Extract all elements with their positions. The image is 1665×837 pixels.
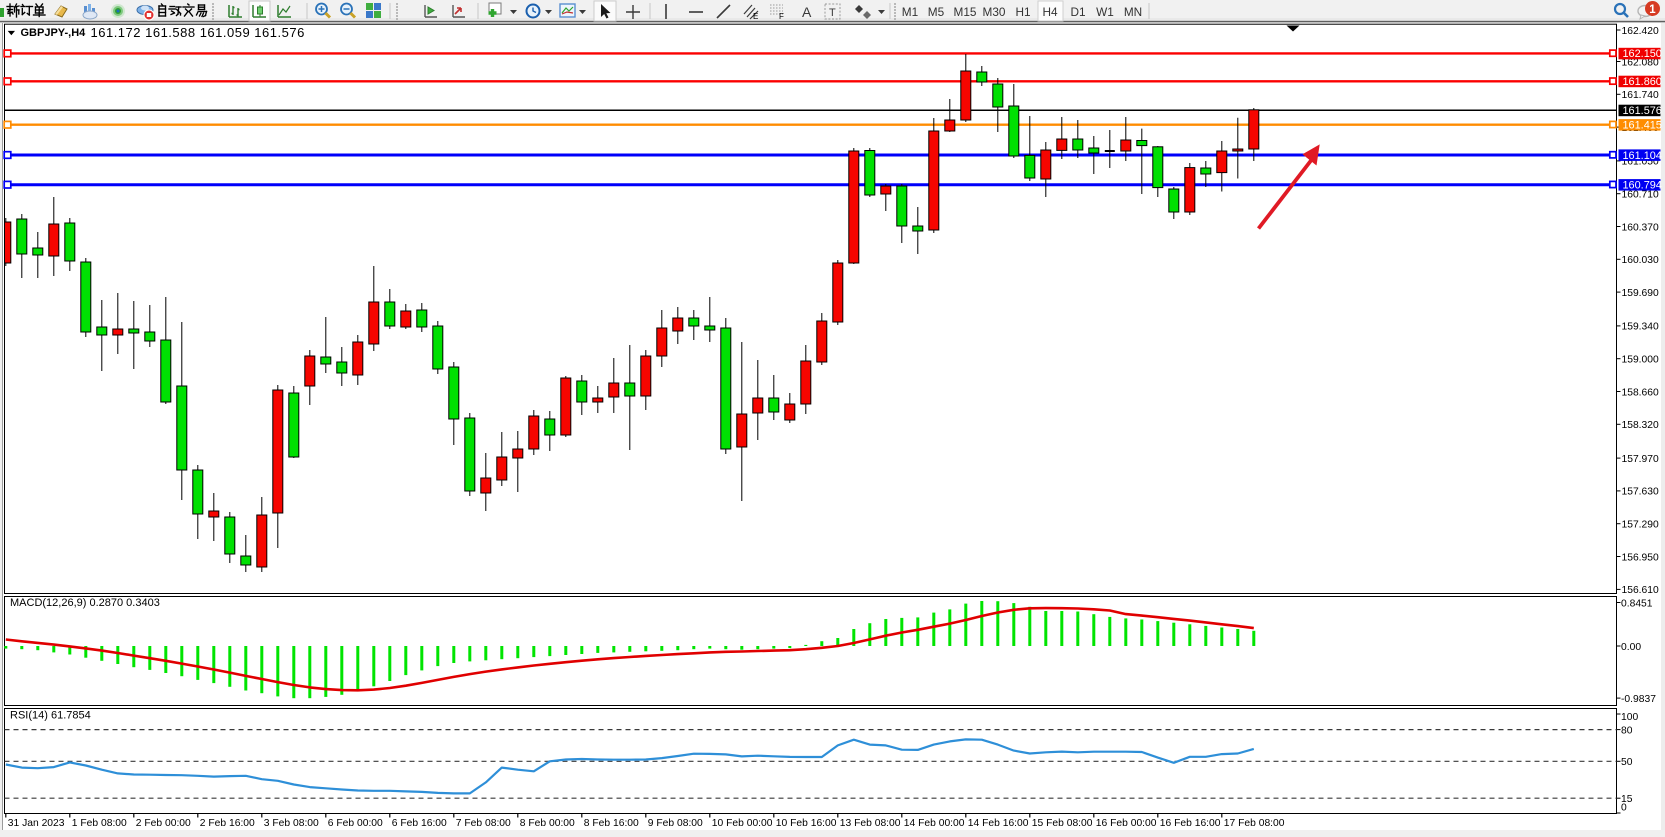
svg-text:0.00: 0.00 — [1621, 642, 1641, 653]
svg-text:0.8451: 0.8451 — [1621, 598, 1653, 609]
svg-text:3 Feb 08:00: 3 Feb 08:00 — [264, 818, 319, 829]
svg-text:W1: W1 — [1096, 5, 1114, 19]
svg-text:10 Feb 16:00: 10 Feb 16:00 — [776, 818, 837, 829]
svg-text:MACD(12,26,9) 0.2870 0.3403: MACD(12,26,9) 0.2870 0.3403 — [10, 597, 160, 609]
svg-text:GBPJPY-,H4: GBPJPY-,H4 — [21, 27, 87, 39]
svg-text:16 Feb 16:00: 16 Feb 16:00 — [1160, 818, 1221, 829]
svg-text:M5: M5 — [928, 5, 945, 19]
svg-text:159.340: 159.340 — [1622, 322, 1659, 333]
svg-text:F: F — [779, 12, 784, 21]
svg-text:161.415: 161.415 — [1623, 120, 1662, 132]
svg-text:2 Feb 00:00: 2 Feb 00:00 — [136, 818, 191, 829]
svg-text:1: 1 — [1649, 4, 1656, 16]
svg-text:156.610: 156.610 — [1622, 585, 1659, 596]
svg-text:157.630: 157.630 — [1622, 487, 1659, 498]
svg-text:T: T — [829, 7, 836, 19]
svg-text:50: 50 — [1621, 757, 1633, 768]
svg-text:9 Feb 08:00: 9 Feb 08:00 — [648, 818, 703, 829]
svg-text:8 Feb 00:00: 8 Feb 00:00 — [520, 818, 575, 829]
svg-text:16 Feb 00:00: 16 Feb 00:00 — [1096, 818, 1157, 829]
svg-text:6 Feb 16:00: 6 Feb 16:00 — [392, 818, 447, 829]
svg-text:MN: MN — [1124, 5, 1142, 19]
svg-text:160.030: 160.030 — [1622, 255, 1659, 266]
svg-text:1 Feb 08:00: 1 Feb 08:00 — [72, 818, 127, 829]
svg-text:157.290: 157.290 — [1622, 520, 1659, 531]
svg-text:156.950: 156.950 — [1622, 552, 1659, 563]
svg-text:160.370: 160.370 — [1622, 222, 1659, 233]
svg-text:159.000: 159.000 — [1622, 355, 1659, 366]
svg-text:161.050: 161.050 — [1622, 157, 1659, 168]
svg-text:158.660: 158.660 — [1622, 387, 1659, 398]
svg-text:H1: H1 — [1015, 5, 1030, 19]
svg-text:162.150: 162.150 — [1623, 48, 1662, 60]
svg-text:E: E — [753, 12, 758, 21]
svg-text:158.320: 158.320 — [1622, 420, 1659, 431]
svg-text:161.104: 161.104 — [1623, 150, 1662, 162]
svg-text:17 Feb 08:00: 17 Feb 08:00 — [1224, 818, 1285, 829]
svg-text:160.710: 160.710 — [1622, 190, 1659, 201]
svg-text:M30: M30 — [983, 5, 1006, 19]
svg-text:100: 100 — [1621, 712, 1638, 723]
svg-text:162.080: 162.080 — [1622, 57, 1659, 68]
svg-text:160.794: 160.794 — [1623, 180, 1662, 192]
svg-text:161.860: 161.860 — [1623, 76, 1662, 88]
svg-text:31 Jan 2023: 31 Jan 2023 — [8, 818, 65, 829]
svg-text:15 Feb 08:00: 15 Feb 08:00 — [1032, 818, 1093, 829]
svg-text:RSI(14) 61.7854: RSI(14) 61.7854 — [10, 710, 91, 722]
svg-text:157.970: 157.970 — [1622, 454, 1659, 465]
svg-text:0: 0 — [1621, 802, 1627, 813]
svg-text:14 Feb 16:00: 14 Feb 16:00 — [968, 818, 1029, 829]
svg-text:A: A — [802, 4, 812, 20]
svg-text:159.690: 159.690 — [1622, 288, 1659, 299]
svg-text:7 Feb 08:00: 7 Feb 08:00 — [456, 818, 511, 829]
svg-text:-0.9837: -0.9837 — [1621, 694, 1656, 705]
svg-text:10 Feb 00:00: 10 Feb 00:00 — [712, 818, 773, 829]
svg-text:14 Feb 00:00: 14 Feb 00:00 — [904, 818, 965, 829]
svg-text:8 Feb 16:00: 8 Feb 16:00 — [584, 818, 639, 829]
svg-text:6 Feb 00:00: 6 Feb 00:00 — [328, 818, 383, 829]
svg-text:H4: H4 — [1042, 5, 1058, 19]
svg-text:2 Feb 16:00: 2 Feb 16:00 — [200, 818, 255, 829]
svg-text:161.576: 161.576 — [1623, 105, 1662, 117]
svg-text:D1: D1 — [1070, 5, 1085, 19]
svg-text:161.740: 161.740 — [1622, 90, 1659, 101]
svg-text:13 Feb 08:00: 13 Feb 08:00 — [840, 818, 901, 829]
svg-text:M15: M15 — [954, 5, 977, 19]
svg-text:15: 15 — [1621, 794, 1633, 805]
svg-text:80: 80 — [1621, 725, 1633, 736]
svg-text:161.172 161.588 161.059 161.57: 161.172 161.588 161.059 161.576 — [91, 25, 305, 40]
svg-text:162.420: 162.420 — [1622, 26, 1659, 37]
svg-text:M1: M1 — [902, 5, 918, 19]
